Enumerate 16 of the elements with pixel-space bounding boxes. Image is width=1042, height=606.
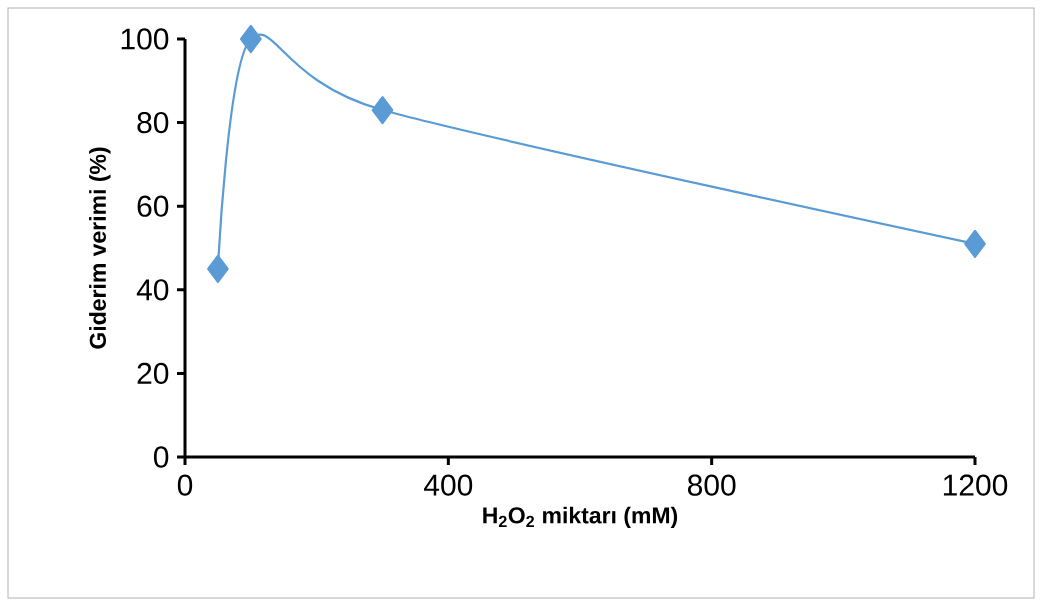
y-axis-title: Giderim verimi (%) xyxy=(89,147,111,349)
y-tick-label: 80 xyxy=(137,111,169,134)
y-tick-label: 100 xyxy=(121,28,169,50)
y-tick-label: 0 xyxy=(153,446,169,468)
point xyxy=(371,95,394,125)
x-tick-label: 1200 xyxy=(943,474,1008,496)
y-tick-label: 60 xyxy=(137,195,169,217)
point xyxy=(964,229,986,258)
y-tick-label: 40 xyxy=(136,279,169,301)
point xyxy=(207,254,229,283)
x-tick-label: 800 xyxy=(687,474,736,496)
y-tick-label: 20 xyxy=(137,362,169,385)
point xyxy=(239,24,262,54)
x-tick-label: 400 xyxy=(424,474,473,496)
x-axis-title: H$_{2}$O$_{2}$ miktarı (mM) xyxy=(483,506,678,529)
x-tick-label: 0 xyxy=(177,474,193,496)
